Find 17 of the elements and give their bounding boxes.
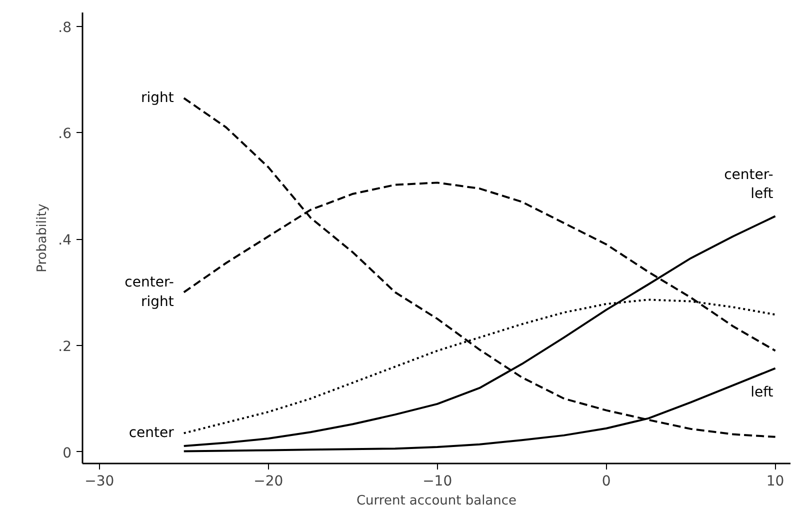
series-label: right — [140, 90, 174, 106]
series-label: center — [128, 425, 174, 442]
x-tick-label: −20 — [254, 474, 284, 490]
y-axis-title: Probability — [35, 203, 50, 272]
y-tick-label: 0 — [62, 445, 72, 462]
x-tick-label: −30 — [84, 474, 114, 490]
series-label: center-right — [124, 274, 174, 310]
x-tick-label: 10 — [766, 474, 784, 490]
y-tick-label: .8 — [58, 20, 72, 36]
y-tick-label: .6 — [58, 126, 72, 142]
series-label: center-left — [724, 166, 774, 202]
x-axis-title: Current account balance — [356, 494, 517, 508]
series-label: left — [750, 384, 774, 400]
x-tick-label: −10 — [422, 474, 452, 490]
x-tick-label: 0 — [602, 474, 611, 490]
y-tick-label: .2 — [58, 338, 72, 355]
y-tick-label: .4 — [58, 232, 72, 249]
